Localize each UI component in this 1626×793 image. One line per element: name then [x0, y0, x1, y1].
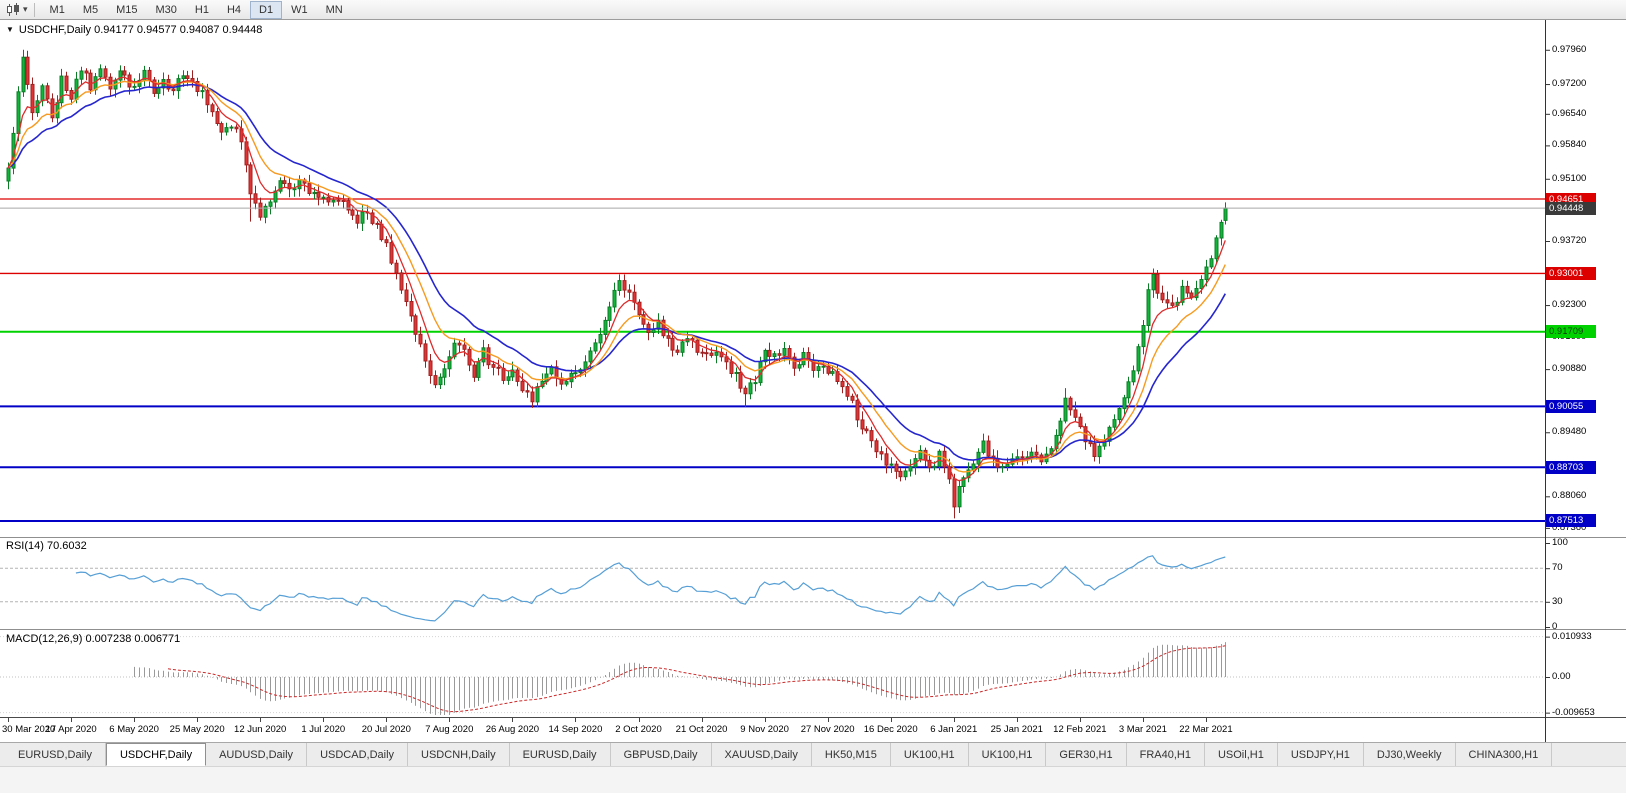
chart-tab-fra40-h1[interactable]: FRA40,H1 — [1126, 743, 1205, 766]
timeframe-button-m1[interactable]: M1 — [49, 3, 65, 16]
chart-tab-usdcnh-daily[interactable]: USDCNH,Daily — [408, 743, 510, 766]
chart-type-icon[interactable] — [5, 2, 21, 17]
chart-tab-usoil-h1[interactable]: USOil,H1 — [1204, 743, 1278, 766]
timeframe-button-mn[interactable]: MN — [325, 3, 343, 16]
timeframe-button-m5[interactable]: M5 — [82, 3, 99, 16]
candles — [6, 49, 1228, 519]
price-axis[interactable] — [1546, 20, 1626, 742]
timeframe-button-d1[interactable]: D1 — [250, 0, 283, 19]
timeframe-button-m30[interactable]: M30 — [155, 3, 177, 16]
chart-tab-eurusd-daily[interactable]: EURUSD,Daily — [5, 743, 106, 766]
toolbar: ▾ M1 M5 M15 M30 H1 H4 D1 W1 MN — [0, 0, 1626, 20]
ma-slow-line — [7, 83, 1226, 461]
chart-tab-usdcad-daily[interactable]: USDCAD,Daily — [307, 743, 409, 766]
chart-tab-ger30-h1[interactable]: GER30,H1 — [1046, 743, 1127, 766]
chart-tab-xauusd-daily[interactable]: XAUUSD,Daily — [711, 743, 812, 766]
macd-signal-line — [167, 645, 1226, 713]
chart-type-dropdown-caret[interactable]: ▾ — [23, 4, 28, 14]
toolbar-separator — [33, 2, 35, 17]
chart-tab-usdjpy-h1[interactable]: USDJPY,H1 — [1277, 743, 1364, 766]
chart-tab-eurusd-daily[interactable]: EURUSD,Daily — [509, 743, 611, 766]
timeframe-button-m15[interactable]: M15 — [116, 3, 138, 16]
status-bar — [0, 766, 1626, 793]
chart-tab-hk50-m15[interactable]: HK50,M15 — [811, 743, 891, 766]
chart-tab-bar: EURUSD,Daily USDCHF,Daily AUDUSD,Daily USDC… — [0, 742, 1626, 766]
chart-tab-uk100-h1[interactable]: UK100,H1 — [890, 743, 969, 766]
chart-tab-dj30-weekly[interactable]: DJ30,Weekly — [1363, 743, 1456, 766]
chart-tab-gbpusd-daily[interactable]: GBPUSD,Daily — [610, 743, 712, 766]
rsi-line — [75, 555, 1226, 622]
timeframe-button-h4[interactable]: H4 — [226, 3, 242, 16]
timeframe-buttons: M1 M5 M15 M30 H1 H4 D1 W1 MN — [41, 0, 352, 19]
timeframe-button-h1[interactable]: H1 — [194, 3, 209, 16]
ma-fast-line — [7, 76, 1226, 482]
chart-tab-audusd-daily[interactable]: AUDUSD,Daily — [206, 743, 308, 766]
chart-tab-china300-h1[interactable]: CHINA300,H1 — [1455, 743, 1553, 766]
chart-tab-uk100-h1[interactable]: UK100,H1 — [968, 743, 1047, 766]
timeframe-button-w1[interactable]: W1 — [291, 3, 308, 16]
macd-histogram — [134, 642, 1226, 715]
chart-tab-usdchf-daily[interactable]: USDCHF,Daily — [105, 743, 207, 766]
ma-medium-line — [7, 79, 1226, 473]
